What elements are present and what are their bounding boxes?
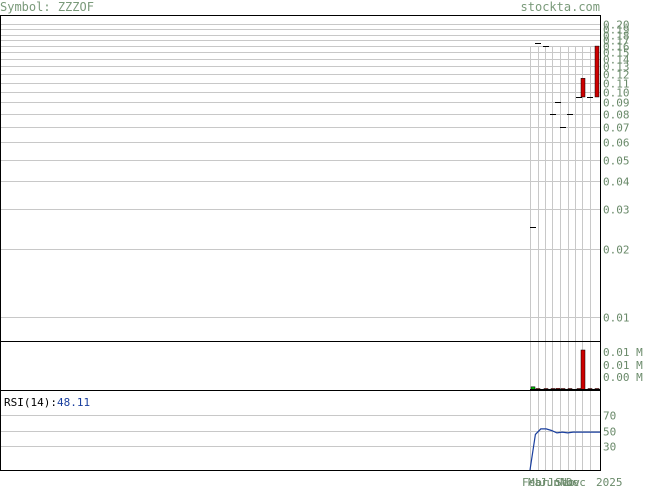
price-candle (580, 78, 586, 98)
symbol-label: Symbol: ZZZOF (0, 0, 94, 14)
volume-bar (580, 349, 586, 391)
price-grid (1, 24, 600, 318)
x-tick-label: Jun (540, 476, 560, 486)
rsi-grid (1, 415, 600, 471)
price-tick-label: 0.11 (603, 78, 630, 91)
rsi-tick-label: 50 (603, 426, 616, 439)
x-tick-label: Dec (566, 476, 586, 486)
price-marks (530, 43, 600, 228)
vertical-grid (530, 47, 591, 470)
rsi-tick-label: 70 (603, 410, 616, 423)
x-tick-label: 2025 (596, 476, 623, 486)
x-tick-label: Feb (522, 476, 542, 486)
price-tick-label: 0.07 (603, 122, 630, 135)
rsi-tick-labels: 70 50 30 (603, 410, 616, 454)
volume-panel-frame (0, 341, 601, 391)
price-tick-label: 0.15 (603, 47, 630, 60)
x-tick-label: Sep (555, 476, 575, 486)
x-tick-label: Mar (528, 476, 548, 486)
volume-tick-label: 0.01 M (603, 359, 643, 372)
rsi-tick-label: 30 (603, 441, 616, 454)
price-tick-label: 0.20 (603, 19, 630, 32)
brand-link[interactable]: stockta.com (520, 0, 600, 14)
price-tick-label: 0.10 (603, 87, 630, 100)
rsi-label: RSI(14): (4, 396, 57, 409)
volume-tick-label: 0.00 M (603, 371, 643, 384)
volume-marks (530, 349, 600, 391)
price-tick-label: 0.17 (603, 35, 630, 48)
price-candle (594, 45, 600, 98)
price-tick-label: 0.02 (603, 244, 630, 257)
rsi-value: 48.11 (57, 396, 90, 409)
price-tick-label: 0.06 (603, 137, 630, 150)
price-tick-label: 0.14 (603, 54, 630, 67)
price-tick-label: 0.18 (603, 30, 630, 43)
svg-text:RSI(14):48.11: RSI(14):48.11 (4, 396, 90, 409)
volume-tick-labels: 0.01 M0.01 M0.00 M (603, 346, 643, 384)
volume-tick-label: 0.01 M (603, 346, 643, 359)
x-tick-label: Jul (547, 476, 567, 486)
price-tick-label: 0.09 (603, 97, 630, 110)
price-tick-labels: 0.200.190.180.170.160.150.140.130.120.11… (603, 19, 630, 325)
price-tick-label: 0.08 (603, 109, 630, 122)
price-panel-frame (0, 15, 601, 342)
symbol-value: ZZZOF (57, 0, 94, 14)
price-tick-label: 0.12 (603, 69, 630, 82)
x-tick-label: Nov (560, 476, 580, 486)
symbol-prefix: Symbol: (0, 0, 51, 14)
price-tick-label: 0.05 (603, 155, 630, 168)
price-tick-label: 0.16 (603, 41, 630, 54)
price-tick-label: 0.13 (603, 61, 630, 74)
price-tick-label: 0.04 (603, 176, 630, 189)
price-tick-label: 0.19 (603, 24, 630, 37)
price-tick-label: 0.03 (603, 204, 630, 217)
rsi-line (529, 428, 600, 471)
rsi-panel-frame (0, 390, 601, 471)
price-tick-label: 0.01 (603, 312, 630, 325)
